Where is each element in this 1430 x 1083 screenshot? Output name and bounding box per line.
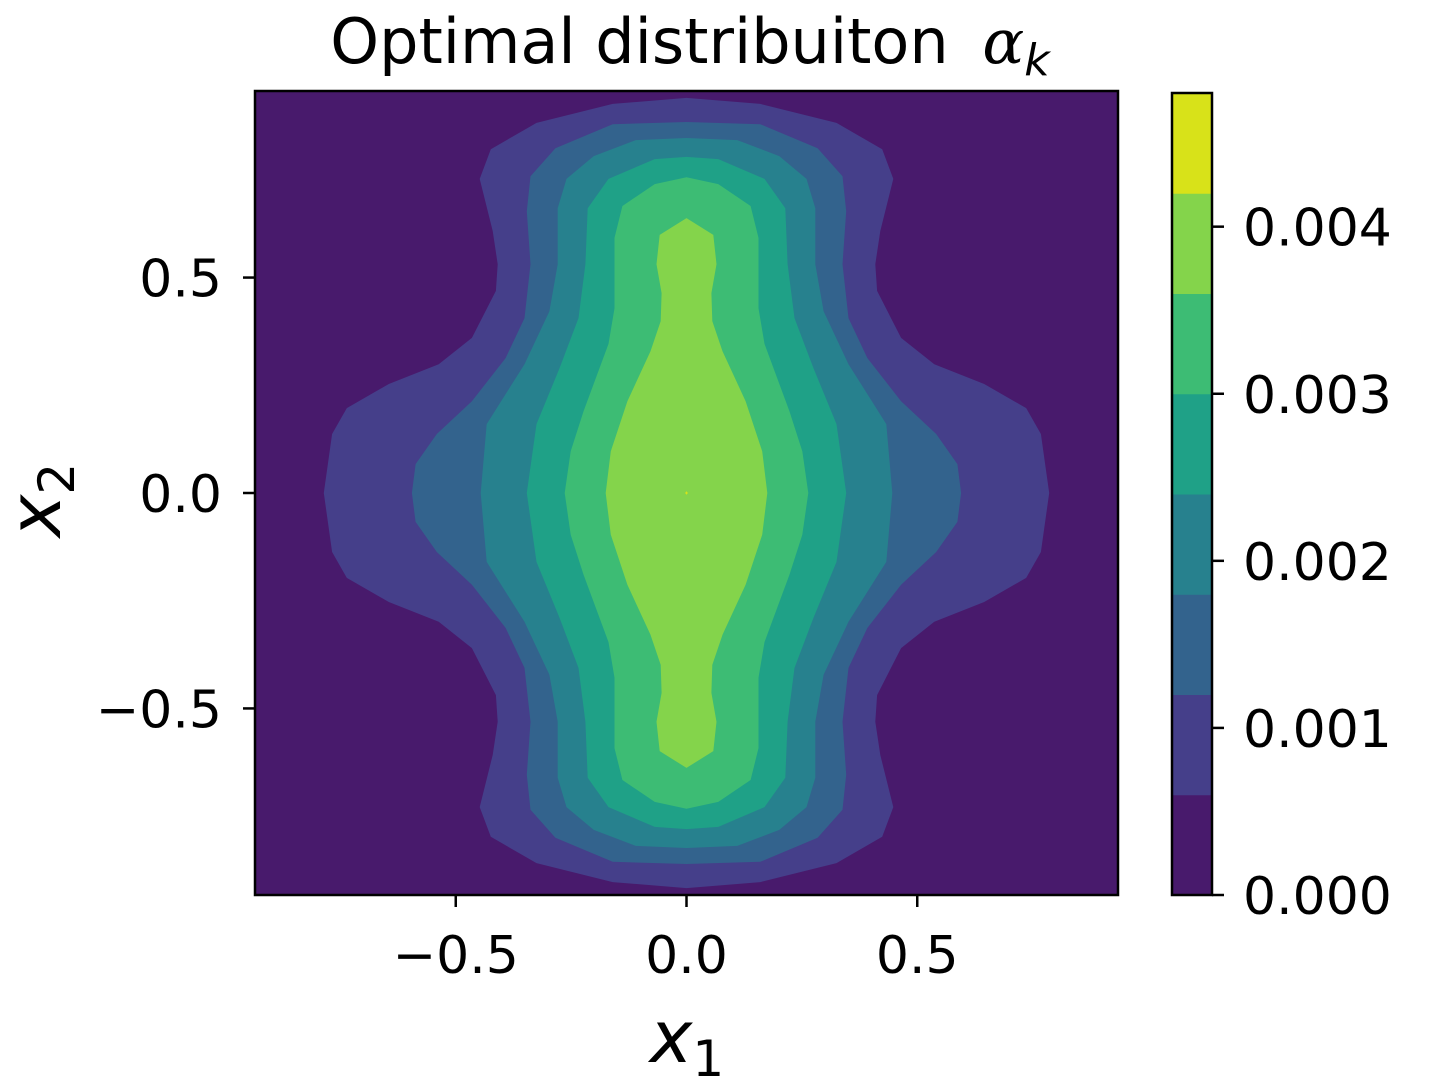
colorbar-segment: [1172, 594, 1212, 695]
colorbar-segment: [1172, 93, 1212, 194]
chart-title: Optimal distribuiton αk: [330, 5, 1051, 86]
x-tick-label: 0.5: [876, 926, 959, 986]
colorbar-segment: [1172, 393, 1212, 495]
chart-title-symbol: α: [982, 5, 1024, 78]
y-axis-ticks: 0.5 0.0 −0.5: [96, 250, 255, 740]
colorbar-tick-label: 0.000: [1243, 867, 1392, 927]
y-axis-label-text: x: [0, 493, 77, 539]
y-tick-label: 0.5: [139, 250, 222, 310]
y-axis-label: x2: [0, 463, 86, 539]
colorbar-frame: [1170, 91, 1214, 897]
colorbar-segment: [1172, 494, 1212, 595]
colorbar-tick-label: 0.003: [1243, 366, 1392, 426]
x-axis-ticks: −0.5 0.0 0.5: [393, 895, 959, 986]
contour-band-7: [685, 491, 688, 495]
colorbar-segment: [1172, 193, 1212, 294]
colorbar-segment: [1172, 794, 1212, 896]
contour-bands: [323, 97, 1050, 889]
x-axis-label-text: x: [648, 995, 694, 1079]
colorbar-tick-label: 0.002: [1243, 533, 1392, 593]
colorbar-tick-label: 0.001: [1243, 700, 1392, 760]
x-axis-label: x1: [648, 995, 724, 1083]
chart-title-text: Optimal distribuiton: [330, 5, 948, 78]
chart-title-subscript: k: [1024, 35, 1051, 86]
x-tick-label: 0.0: [645, 926, 728, 986]
colorbar-tick-label: 0.004: [1243, 199, 1392, 259]
colorbar-segment: [1172, 694, 1212, 796]
colorbar: 0.000 0.001 0.002 0.003 0.004: [1170, 91, 1392, 927]
x-tick-label: −0.5: [393, 926, 519, 986]
y-tick-label: 0.0: [139, 465, 222, 525]
x-axis-label-subscript: 1: [692, 1030, 724, 1083]
y-tick-label: −0.5: [96, 680, 222, 740]
colorbar-segment: [1172, 293, 1212, 395]
y-axis-label-subscript: 2: [28, 463, 86, 495]
